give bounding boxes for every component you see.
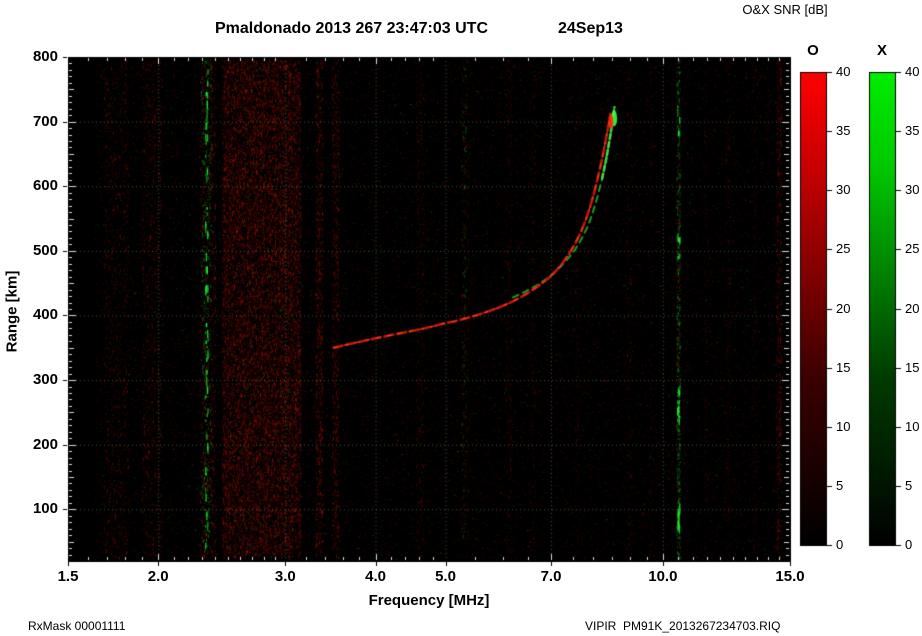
- x-colorbar-tick-label: 35: [905, 123, 920, 139]
- x-colorbar-tick-label: 20: [905, 300, 920, 316]
- x-tick-label: 15.0: [775, 568, 805, 585]
- rxmask-label: RxMask 00001111: [28, 619, 126, 633]
- x-tick-label: 1.5: [57, 568, 79, 585]
- o-colorbar-tick-label: 40: [836, 64, 851, 79]
- x-colorbar-label: X: [876, 42, 887, 59]
- x-colorbar-tick-label: 15: [905, 359, 920, 375]
- o-colorbar-tick-label: 20: [836, 300, 851, 316]
- x-colorbar-tick-label: 10: [905, 418, 920, 434]
- x-colorbar-tick-label: 40: [905, 64, 920, 79]
- y-tick-label: 700: [32, 112, 58, 130]
- y-tick-label: 100: [32, 500, 58, 518]
- o-colorbar-tick-label: 5: [836, 477, 844, 493]
- o-colorbar-label: O: [807, 42, 819, 59]
- o-colorbar-tick-label: 10: [836, 418, 851, 434]
- y-tick-label: 800: [32, 48, 58, 65]
- plot-title: Pmaldonado 2013 267 23:47:03 UTC: [215, 20, 489, 37]
- x-colorbar-tick-label: 0: [905, 537, 913, 552]
- o-colorbar-tick-label: 0: [836, 537, 844, 552]
- colorbar-title: O&X SNR [dB]: [742, 2, 828, 17]
- y-tick-label: 500: [32, 241, 58, 259]
- y-tick-label: 600: [32, 177, 58, 195]
- x-colorbar-tick-label: 5: [905, 477, 913, 493]
- x-tick-label: 5.0: [435, 568, 456, 585]
- y-tick-label: 200: [32, 435, 58, 453]
- plot-date: 24Sep13: [558, 20, 623, 37]
- x-colorbar-tick-label: 30: [905, 182, 920, 198]
- filename-label: VIPIR PM91K_2013267234703.RIQ: [585, 619, 781, 633]
- x-tick-label: 3.0: [274, 568, 296, 585]
- x-axis-label: Frequency [MHz]: [368, 592, 490, 609]
- y-tick-label: 300: [32, 371, 58, 389]
- x-colorbar-tick-label: 25: [905, 241, 920, 257]
- y-tick-label: 400: [32, 306, 58, 324]
- x-tick-label: 4.0: [365, 568, 386, 585]
- x-tick-label: 10.0: [648, 568, 678, 585]
- x-tick-label: 7.0: [540, 568, 562, 585]
- o-colorbar-tick-label: 30: [836, 182, 851, 198]
- o-colorbar-tick-label: 25: [836, 241, 851, 257]
- x-tick-label: 2.0: [147, 568, 169, 585]
- o-colorbar-tick-label: 35: [836, 123, 851, 139]
- o-colorbar-tick-label: 15: [836, 359, 851, 375]
